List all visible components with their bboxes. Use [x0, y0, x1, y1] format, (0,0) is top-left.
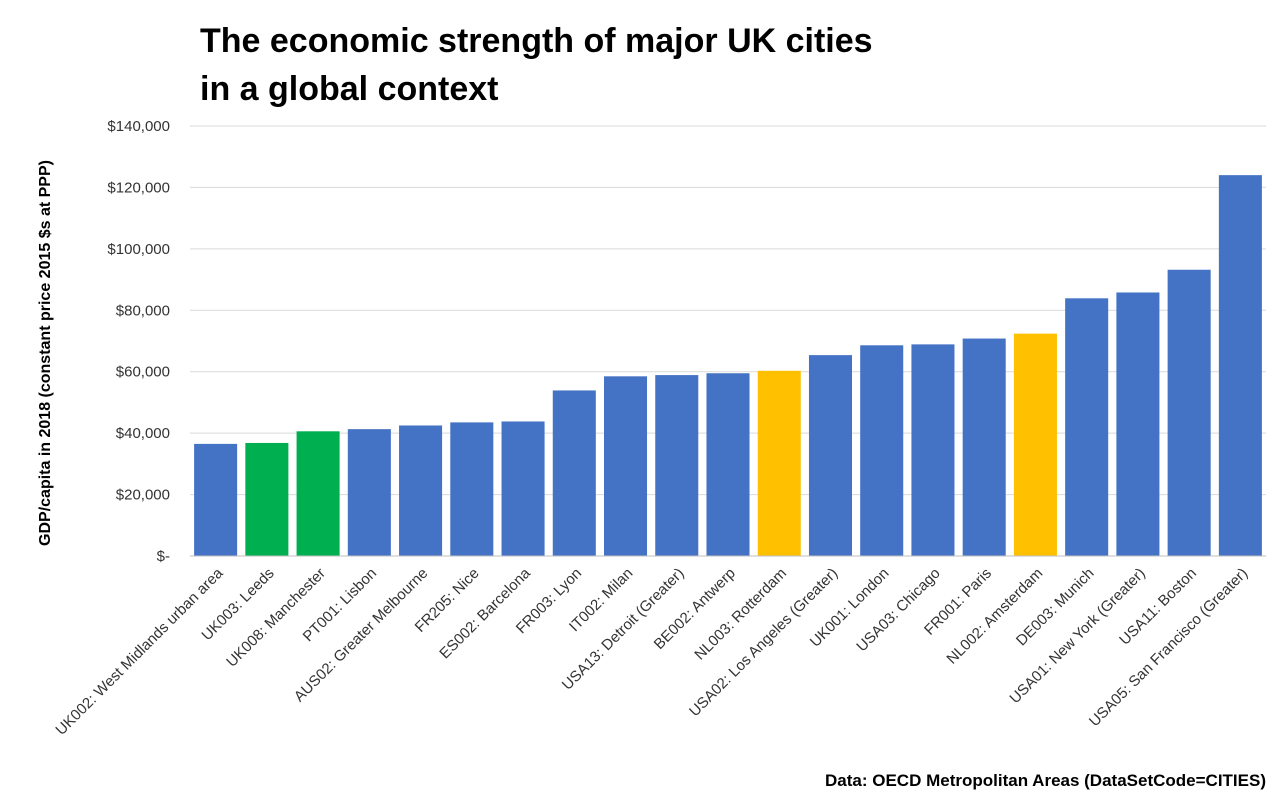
bars — [194, 175, 1262, 556]
chart-title-line-1: The economic strength of major UK cities — [200, 22, 873, 60]
y-tick-labels: $- $20,000 $40,000 $60,000 $80,000 $100,000 $1… — [107, 118, 170, 565]
y-tick-label: $40,000 — [116, 425, 170, 442]
bar — [604, 376, 648, 556]
y-tick-label: $100,000 — [107, 241, 170, 258]
bar — [399, 425, 443, 556]
bar — [1116, 292, 1160, 556]
bar — [1218, 175, 1262, 556]
x-category-label: ES002: Barcelona — [436, 564, 534, 662]
bar — [552, 390, 596, 556]
chart-title-line-2: in a global context — [200, 70, 498, 108]
bar — [296, 431, 340, 556]
bar — [347, 429, 391, 556]
bar — [501, 421, 545, 556]
bar — [1167, 269, 1211, 556]
x-category-label: NL002: Amsterdam — [943, 565, 1046, 668]
bar — [194, 443, 238, 556]
y-axis-label: GDP/capita in 2018 (constant price 2015 … — [37, 160, 54, 546]
x-category-label: UK002: West Midlands urban area — [52, 564, 226, 738]
y-tick-label: $120,000 — [107, 179, 170, 196]
bar — [706, 373, 750, 556]
bar — [962, 338, 1006, 556]
bar — [655, 375, 699, 556]
bar — [860, 345, 904, 556]
y-tick-label: $140,000 — [107, 118, 170, 135]
bar — [757, 370, 801, 556]
bar — [911, 344, 955, 556]
bar — [1013, 333, 1057, 556]
x-category-label: NL003: Rotterdam — [691, 565, 790, 664]
bar — [450, 422, 494, 556]
y-tick-label: $60,000 — [116, 364, 170, 381]
y-tick-label: $80,000 — [116, 302, 170, 319]
bar — [245, 442, 289, 556]
y-tick-label: $20,000 — [116, 487, 170, 504]
x-category-label: UK008: Manchester — [223, 565, 329, 671]
data-source-note: Data: OECD Metropolitan Areas (DataSetCo… — [825, 771, 1266, 790]
bar — [808, 355, 852, 556]
bar — [1065, 298, 1109, 556]
y-tick-label: $- — [157, 548, 170, 565]
